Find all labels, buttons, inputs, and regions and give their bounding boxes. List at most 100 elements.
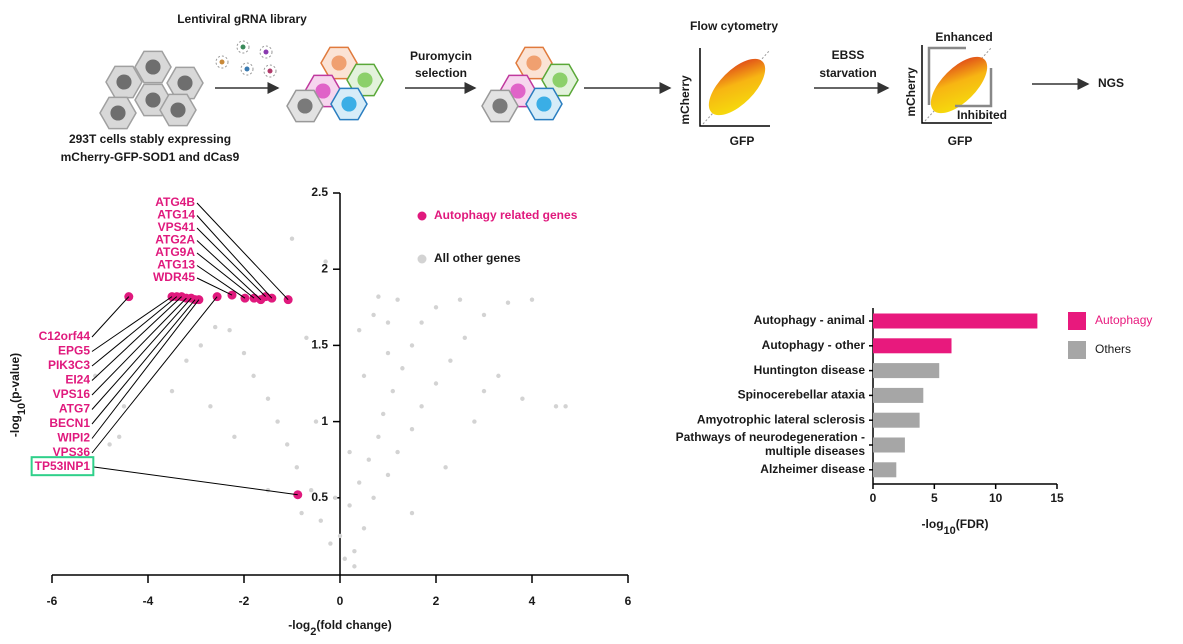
leader-line (196, 252, 255, 299)
sort-y: mCherry (904, 67, 918, 117)
gene-point (333, 495, 338, 500)
ngs-label: NGS (1098, 76, 1124, 90)
leader-line (91, 296, 218, 454)
gene-point (184, 358, 189, 363)
bar (873, 363, 940, 379)
gene-point (462, 335, 467, 340)
gene-point (328, 541, 333, 546)
flow-cloud (708, 58, 766, 116)
legend-label: Others (1095, 342, 1131, 356)
gene-point (361, 373, 367, 379)
legend-marker (1068, 341, 1086, 359)
gene-point (400, 366, 405, 371)
x-axis-label-part: -log (922, 517, 944, 531)
gene-label: VPS16 (53, 387, 91, 401)
gene-point (285, 442, 290, 447)
nucleus (341, 96, 357, 112)
schematic: Lentiviral gRNA library 293T cells stabl… (61, 12, 1124, 164)
gene-point (520, 396, 525, 401)
sort-axes (921, 45, 992, 124)
inhibited-label: Inhibited (957, 108, 1007, 122)
gene-point (347, 449, 352, 455)
flow-label: Flow cytometry (690, 19, 778, 33)
nucleus (145, 92, 161, 108)
enhanced-gate (927, 46, 966, 105)
x-tick-label: 10 (989, 491, 1003, 505)
gene-point (289, 236, 295, 241)
gene-point (381, 411, 386, 417)
gene-point (313, 419, 319, 424)
gene-point (409, 343, 415, 348)
gene-label: C12orf44 (39, 329, 91, 343)
leader-line (91, 299, 196, 425)
legend-marker (417, 211, 427, 221)
cells-label: 293T cells stably expressing (69, 132, 231, 146)
gene-point (419, 320, 424, 325)
gene-point (563, 404, 568, 409)
nucleus (536, 96, 552, 112)
nucleus (170, 102, 186, 118)
flow-y: mCherry (678, 75, 692, 125)
library-label: Lentiviral gRNA library (177, 12, 307, 26)
gene-point (371, 312, 376, 318)
gene-point (496, 373, 501, 379)
x-tick-label: 6 (625, 594, 632, 608)
gene-point (309, 487, 314, 493)
gene-point (395, 297, 400, 302)
category-label: Amyotrophic lateral sclerosis (697, 412, 865, 426)
virus (263, 64, 277, 78)
gene-point (294, 465, 299, 470)
x-tick-label: 4 (529, 594, 536, 608)
gene-label: TP53INP1 (35, 459, 91, 473)
leader-line (91, 299, 200, 439)
category-label: Pathways of neurodegeneration -multiple … (676, 430, 866, 458)
gene-point (409, 427, 415, 432)
leader-line (91, 296, 182, 381)
gene-label: ATG14 (157, 208, 195, 222)
gene-point (117, 434, 122, 440)
starvation-label: starvation (819, 66, 876, 80)
flow-x: GFP (730, 134, 755, 148)
leader-line (196, 215, 273, 299)
nucleus (526, 55, 542, 71)
gene-point (385, 320, 391, 325)
virus-core (244, 66, 250, 72)
category-label: Autophagy - other (762, 338, 866, 352)
gene-point (121, 404, 127, 409)
x-axis-label: -log10(FDR) (922, 517, 989, 537)
gene-label: ATG2A (155, 233, 195, 247)
gene-point (395, 449, 400, 455)
gene-point (208, 404, 213, 409)
gene-point (481, 312, 487, 318)
gene-label: ATG13 (157, 258, 195, 272)
leader-line (196, 277, 233, 296)
y-axis-label-part: (p-value) (8, 353, 22, 403)
gene-point (352, 564, 357, 569)
leader-line (91, 297, 187, 396)
gene-point (198, 343, 203, 348)
gene-point (347, 503, 352, 508)
legend-marker (1068, 312, 1086, 330)
gene-point (366, 457, 371, 462)
gene-point (265, 396, 271, 401)
gene-point (443, 465, 448, 470)
x-axis-label-part: (FDR) (956, 517, 989, 531)
cells-label: mCherry-GFP-SOD1 and dCas9 (61, 150, 240, 164)
nucleus (552, 72, 568, 88)
gene-label: WDR45 (153, 270, 195, 284)
legend-marker (417, 254, 427, 264)
category-label-line: multiple diseases (765, 444, 865, 458)
virus-core (240, 44, 246, 50)
x-tick-label: 5 (931, 491, 938, 505)
flow-axes (699, 48, 770, 127)
gene-point (361, 526, 367, 531)
nucleus (110, 105, 126, 121)
x-tick-label: 0 (337, 594, 344, 608)
x-tick-label: -6 (47, 594, 58, 608)
nucleus (357, 72, 373, 88)
category-label: Huntington disease (754, 363, 866, 377)
gene-point (481, 388, 487, 394)
nucleus (145, 59, 161, 75)
y-axis-label: -log10(p-value) (8, 353, 28, 437)
